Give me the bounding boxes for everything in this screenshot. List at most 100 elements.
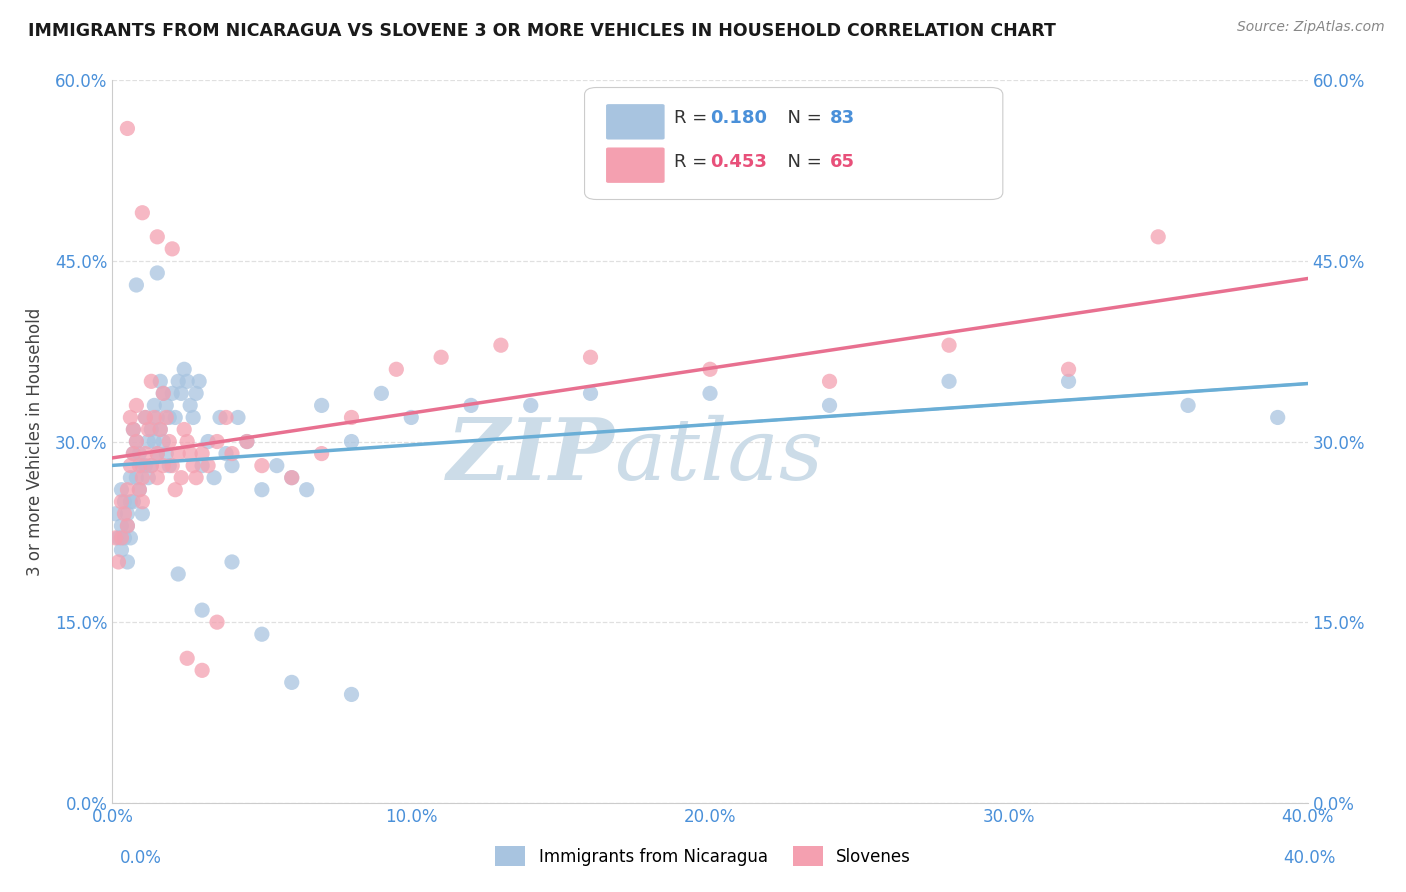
Point [281, 675, 304, 690]
Point [120, 470, 142, 484]
Point [215, 446, 238, 460]
Text: ZIP: ZIP [447, 414, 614, 498]
Point [176, 434, 198, 449]
Point [460, 398, 482, 412]
Point [236, 434, 259, 449]
Point [134, 410, 156, 425]
Point [107, 555, 129, 569]
Point [209, 410, 232, 425]
Point [146, 446, 169, 460]
Point [173, 422, 195, 436]
Point [281, 470, 304, 484]
Point [165, 483, 187, 497]
Point [131, 507, 153, 521]
Point [1147, 230, 1170, 244]
Point [167, 567, 190, 582]
Text: Source: ZipAtlas.com: Source: ZipAtlas.com [1237, 20, 1385, 34]
Point [110, 531, 132, 545]
Point [104, 507, 127, 521]
Point [162, 386, 183, 401]
Text: R =: R = [675, 109, 713, 128]
Point [699, 386, 721, 401]
Text: R =: R = [675, 153, 713, 170]
Point [186, 470, 208, 484]
Point [146, 410, 169, 425]
Point [186, 386, 208, 401]
Point [149, 422, 172, 436]
Text: 0.453: 0.453 [710, 153, 766, 170]
Point [152, 458, 174, 473]
Point [146, 230, 169, 244]
Point [162, 458, 183, 473]
Point [176, 374, 198, 388]
Point [250, 627, 273, 641]
Y-axis label: 3 or more Vehicles in Household: 3 or more Vehicles in Household [25, 308, 44, 575]
Point [1057, 374, 1080, 388]
Point [138, 470, 160, 484]
Point [114, 507, 135, 521]
Point [131, 458, 153, 473]
Point [120, 410, 142, 425]
Point [152, 434, 174, 449]
Point [489, 338, 512, 352]
Point [170, 386, 193, 401]
Point [138, 434, 160, 449]
Point [236, 434, 259, 449]
Point [117, 518, 139, 533]
Point [131, 494, 153, 508]
Point [181, 410, 204, 425]
Point [141, 422, 163, 436]
Point [205, 615, 228, 630]
Point [117, 555, 139, 569]
Point [197, 434, 219, 449]
Point [122, 446, 145, 460]
Point [146, 470, 169, 484]
Point [1267, 410, 1289, 425]
Point [146, 266, 169, 280]
Point [131, 205, 153, 219]
Point [149, 422, 172, 436]
Point [122, 422, 145, 436]
Point [117, 507, 139, 521]
Point [191, 664, 214, 678]
Point [110, 494, 132, 508]
Point [117, 483, 139, 497]
Point [401, 410, 423, 425]
Point [107, 531, 129, 545]
Point [155, 446, 177, 460]
Point [311, 398, 333, 412]
Text: IMMIGRANTS FROM NICARAGUA VS SLOVENE 3 OR MORE VEHICLES IN HOUSEHOLD CORRELATION: IMMIGRANTS FROM NICARAGUA VS SLOVENE 3 O… [28, 22, 1056, 40]
Point [179, 398, 201, 412]
Point [938, 374, 960, 388]
Point [170, 470, 193, 484]
Point [579, 350, 602, 364]
Point [221, 458, 243, 473]
Point [134, 458, 156, 473]
Point [188, 374, 211, 388]
FancyBboxPatch shape [585, 87, 1002, 200]
Point [370, 386, 392, 401]
Point [110, 518, 132, 533]
Point [157, 410, 180, 425]
Point [818, 374, 841, 388]
Legend: Immigrants from Nicaragua, Slovenes: Immigrants from Nicaragua, Slovenes [486, 838, 920, 875]
Point [152, 386, 174, 401]
Point [125, 398, 148, 412]
Text: atlas: atlas [614, 415, 824, 498]
Point [122, 494, 145, 508]
Point [221, 446, 243, 460]
Point [157, 434, 180, 449]
Point [143, 398, 166, 412]
Point [340, 687, 363, 701]
Point [173, 362, 195, 376]
Point [162, 242, 183, 256]
Point [114, 531, 135, 545]
Point [191, 446, 214, 460]
Point [120, 531, 142, 545]
Point [167, 374, 190, 388]
Point [281, 470, 304, 484]
Point [226, 410, 249, 425]
FancyBboxPatch shape [606, 104, 665, 139]
Point [125, 470, 148, 484]
Point [125, 277, 148, 292]
